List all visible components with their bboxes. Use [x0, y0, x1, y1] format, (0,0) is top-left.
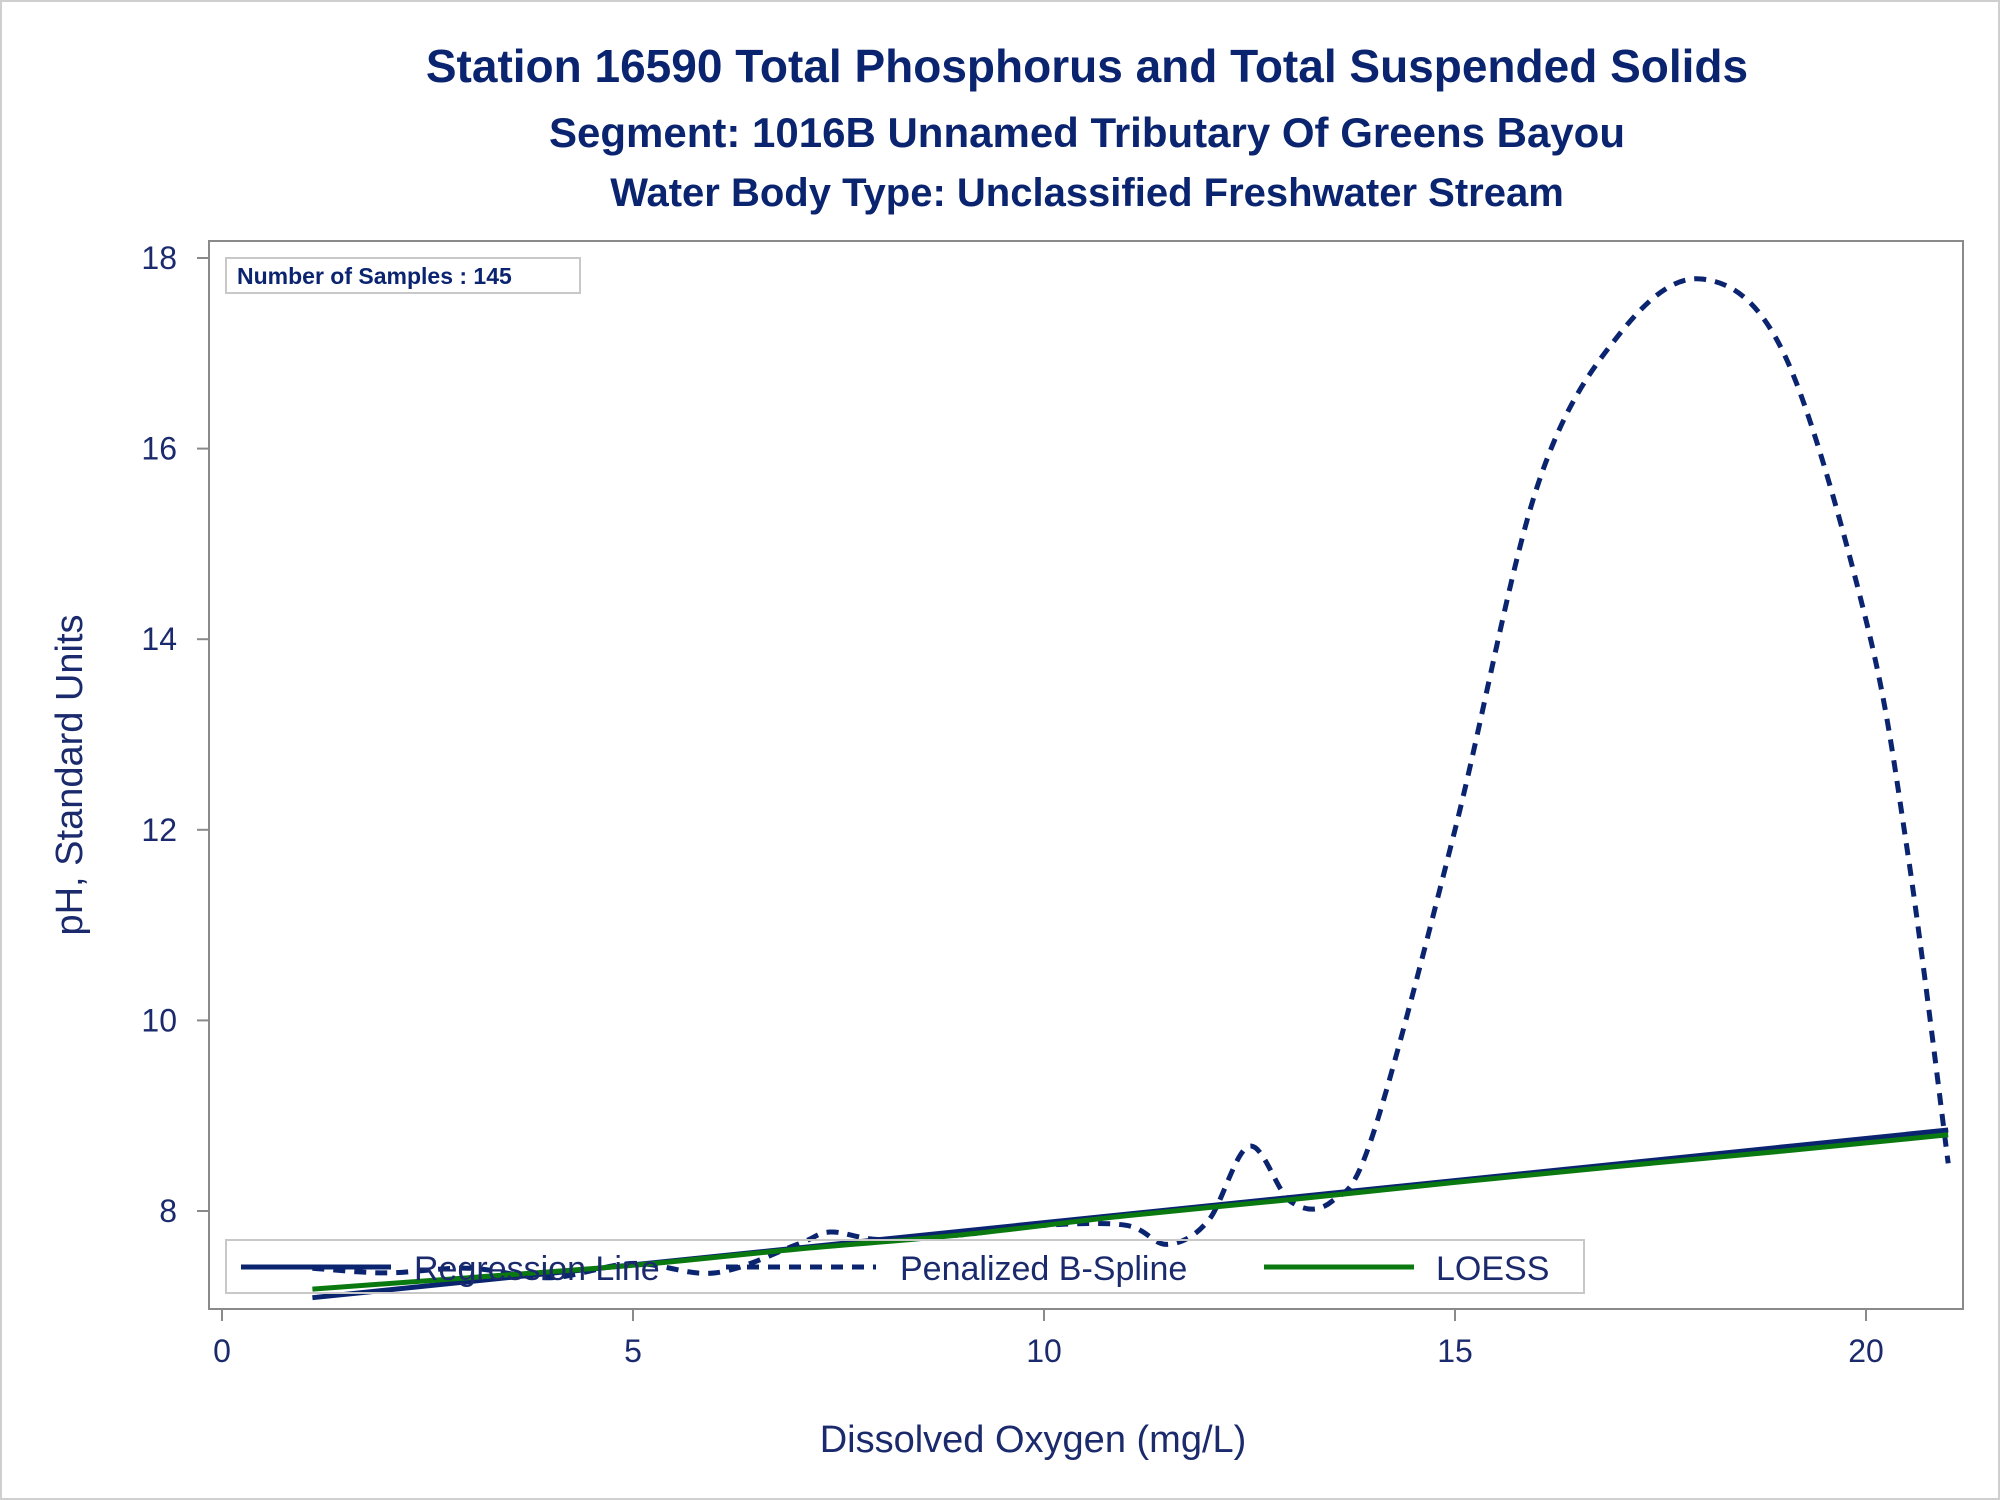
y-tick-label: 16 [141, 431, 177, 467]
x-tick-label: 20 [1848, 1333, 1884, 1369]
x-tick-label: 15 [1437, 1333, 1473, 1369]
x-axis: 0 5 10 15 20 [213, 1309, 1884, 1369]
series-line-2 [312, 1132, 1949, 1292]
series-line-1 [312, 276, 1951, 1281]
x-tick-label: 0 [213, 1333, 231, 1369]
sample-count-label: Number of Samples : 145 [237, 263, 512, 289]
legend-label-2: LOESS [1436, 1250, 1549, 1288]
x-tick-label: 10 [1026, 1333, 1062, 1369]
legend-box [225, 1239, 1585, 1294]
series-layer [312, 276, 1951, 1301]
y-tick-label: 10 [141, 1002, 177, 1038]
y-tick-label: 18 [141, 240, 177, 276]
x-tick-label: 5 [624, 1333, 642, 1369]
y-tick-label: 14 [141, 621, 177, 657]
y-tick-label: 8 [159, 1193, 177, 1229]
chart-title: Station 16590 Total Phosphorus and Total… [426, 40, 1748, 92]
y-axis-label: pH, Standard Units [49, 614, 91, 935]
chart-subtitle: Segment: 1016B Unnamed Tributary Of Gree… [549, 109, 1625, 156]
legend-label-1: Penalized B-Spline [900, 1250, 1187, 1288]
inset-box [225, 257, 581, 294]
legend-label-0: Regression Line [414, 1250, 660, 1288]
legend: Regression Line Penalized B-Spline LOESS [225, 1239, 1585, 1294]
sample-count-inset: Number of Samples : 145 [225, 257, 581, 294]
plot-area [208, 240, 1964, 1310]
y-axis: 8 10 12 14 16 18 [141, 240, 209, 1229]
x-axis-label: Dissolved Oxygen (mg/L) [820, 1419, 1247, 1461]
y-tick-label: 12 [141, 812, 177, 848]
chart-subtitle-2: Water Body Type: Unclassified Freshwater… [610, 171, 1564, 215]
